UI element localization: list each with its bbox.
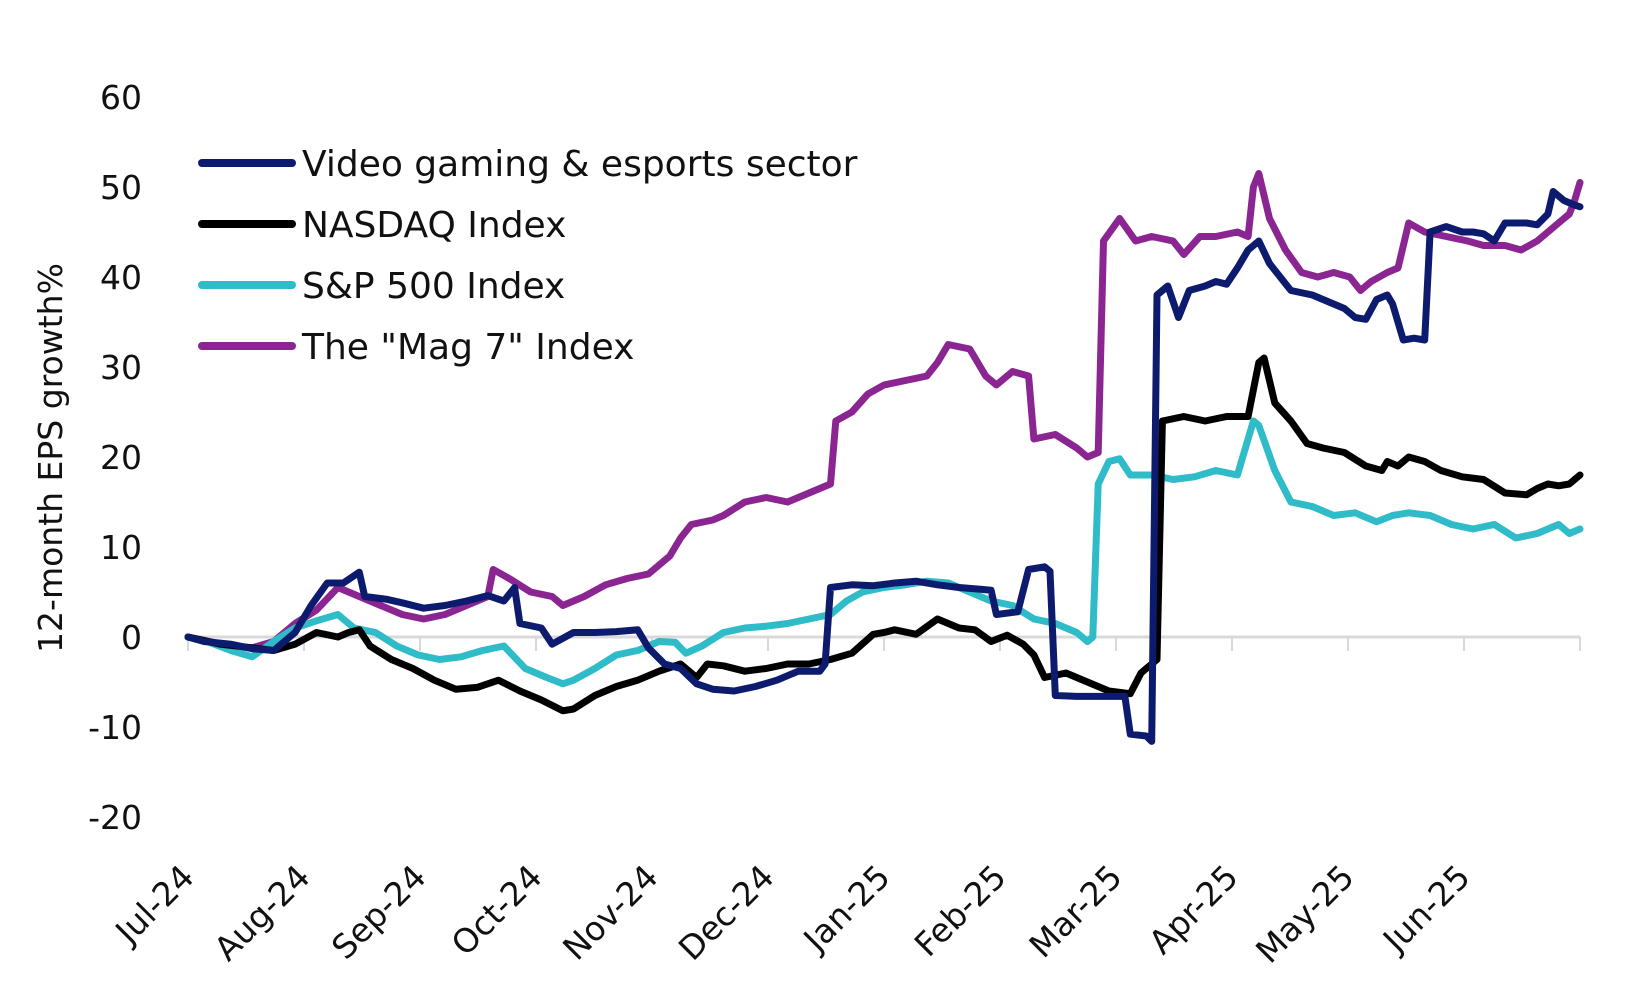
y-tick-label: -10 — [88, 708, 142, 747]
legend: Video gaming & esports sector NASDAQ Inde… — [198, 144, 858, 368]
y-tick-label: -20 — [88, 798, 142, 837]
y-tick-label: 0 — [121, 618, 142, 657]
x-tick-label: Mar-25 — [1021, 857, 1129, 965]
x-tick-label: Aug-24 — [206, 857, 317, 968]
legend-label: NASDAQ Index — [302, 205, 566, 246]
legend-label: Video gaming & esports sector — [302, 144, 858, 185]
series-line-1 — [184, 354, 1584, 715]
x-tick-label: May-25 — [1248, 857, 1362, 971]
series-line-3 — [184, 170, 1584, 652]
y-axis-title: 12-month EPS growth% — [31, 263, 70, 653]
x-tick-label: Sep-24 — [324, 857, 434, 967]
x-tick-label: Feb-25 — [907, 857, 1014, 964]
legend-label: S&P 500 Index — [302, 266, 565, 307]
y-tick-label: 40 — [100, 258, 142, 297]
y-tick-label: 50 — [100, 168, 142, 207]
legend-label: The "Mag 7" Index — [301, 327, 634, 368]
x-tick-label: Apr-25 — [1141, 857, 1246, 962]
series-line-0 — [184, 188, 1584, 745]
y-tick-label: 20 — [100, 438, 142, 477]
x-tick-label: Oct-24 — [444, 857, 550, 963]
x-tick-label: Jan-25 — [795, 857, 898, 960]
y-axis-ticks: -20 -10 0 10 20 30 40 50 60 — [88, 78, 142, 837]
series-lines — [184, 170, 1584, 745]
y-tick-label: 60 — [100, 78, 142, 117]
x-axis: Jul-24 Aug-24 Sep-24 Oct-24 Nov-24 Dec-24 Jan-… — [106, 635, 1581, 971]
x-tick-label: Nov-24 — [555, 857, 666, 968]
x-tick-label: Jul-24 — [106, 857, 201, 952]
y-tick-label: 30 — [100, 348, 142, 387]
x-tick-label: Jun-25 — [1374, 857, 1478, 961]
y-tick-label: 10 — [100, 528, 142, 567]
x-tick-label: Dec-24 — [671, 857, 782, 968]
